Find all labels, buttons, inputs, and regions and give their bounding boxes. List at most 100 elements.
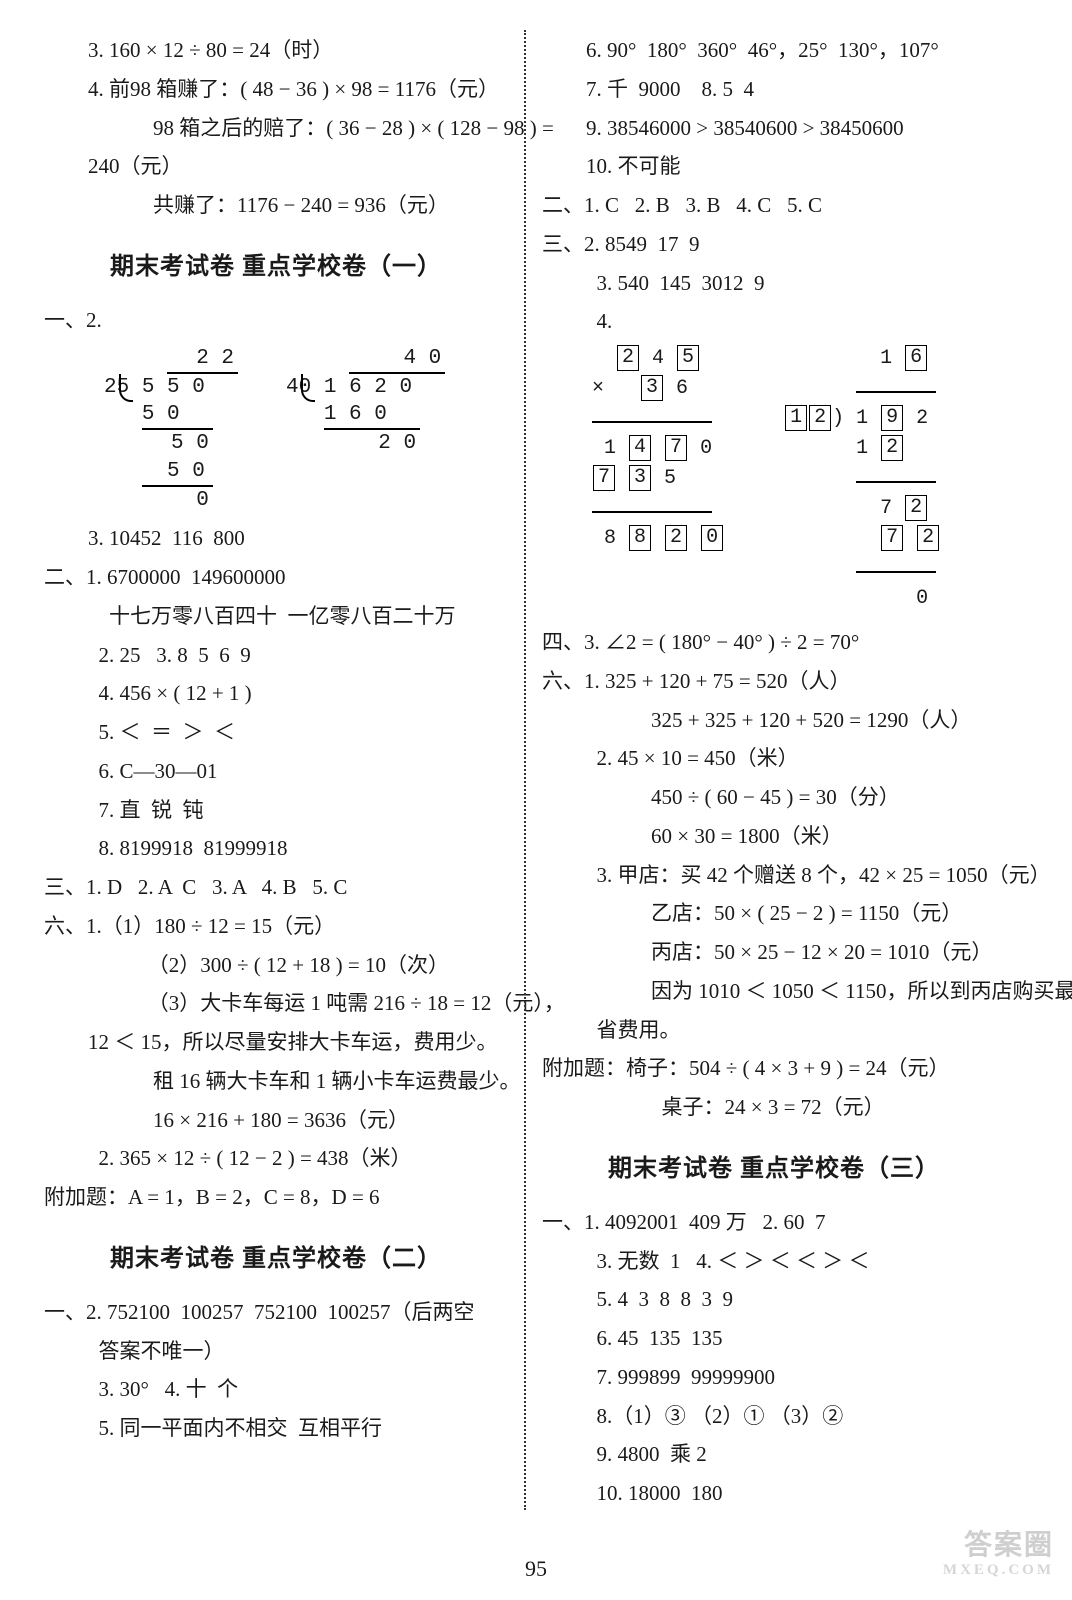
text-line: 450 ÷ ( 60 − 45 ) = 30（分） <box>542 779 1006 816</box>
digit-box: 2 <box>905 495 927 521</box>
section-title: 期末考试卷 重点学校卷（一） <box>44 246 508 288</box>
step: 1 6 0 <box>324 403 387 426</box>
text-line: 7. 999899 99999900 <box>542 1359 1006 1396</box>
column-divider <box>524 30 526 1510</box>
digit: 0 <box>916 587 928 610</box>
text-line: 丙店：50 × 25 − 12 × 20 = 1010（元） <box>542 934 1006 971</box>
text-line: 10. 不可能 <box>542 148 1006 185</box>
remainder: 5 0 <box>142 428 213 457</box>
problem-label: 一、2. <box>44 302 508 339</box>
step: 5 0 <box>142 403 180 426</box>
text-line: 六、1. 325 + 120 + 75 = 520（人） <box>542 663 1006 700</box>
digit-box: 4 <box>629 435 651 461</box>
text-line: 98 箱之后的赔了：( 36 − 28 ) × ( 128 − 98 ) = <box>44 110 508 147</box>
digit-box: 7 <box>593 465 615 491</box>
text-line: （3）大卡车每运 1 吨需 216 ÷ 18 = 12（元）， <box>44 985 508 1022</box>
text-line: 答案不唯一） <box>44 1333 508 1370</box>
watermark: 答案圈 MXEQ.COM <box>943 1531 1054 1578</box>
text-line: 7. 千 9000 8. 5 4 <box>542 71 1006 108</box>
digit: 0 <box>700 437 712 460</box>
text-line: 16 × 216 + 180 = 3636（元） <box>44 1102 508 1139</box>
digit-box: 2 <box>617 345 639 371</box>
dividend: 5 5 0 <box>142 376 205 399</box>
text-line: 附加题：椅子：504 ÷ ( 4 × 3 + 9 ) = 24（元） <box>542 1050 1006 1087</box>
step: 5 0 <box>142 460 205 483</box>
digit-box: 3 <box>641 375 663 401</box>
text-line: 乙店：50 × ( 25 − 2 ) = 1150（元） <box>542 895 1006 932</box>
text-line: 一、1. 4092001 409 万 2. 60 7 <box>542 1204 1006 1241</box>
digit: 5 <box>664 467 676 490</box>
text-line: 二、1. C 2. B 3. B 4. C 5. C <box>542 187 1006 224</box>
text-line: 十七万零八百四十 一亿零八百二十万 <box>44 598 508 635</box>
text-line: 3. 无数 1 4. ＜ ＞ ＜ ＜ ＞ ＜ <box>542 1243 1006 1280</box>
text-line: 4. 456 × ( 12 + 1 ) <box>44 675 508 712</box>
left-column: 3. 160 × 12 ÷ 80 = 24（时） 4. 前98 箱赚了：( 48… <box>44 30 522 1510</box>
remainder: 0 <box>142 485 213 514</box>
text-line: 租 16 辆大卡车和 1 辆小卡车运费最少。 <box>44 1063 508 1100</box>
digit: 6 <box>676 377 688 400</box>
digit-box: 1 <box>785 405 807 431</box>
text-line: 三、1. D 2. A C 3. A 4. B 5. C <box>44 869 508 906</box>
text-line: 3. 10452 116 800 <box>44 520 508 557</box>
text-line: 9. 4800 乘 2 <box>542 1436 1006 1473</box>
text-line: 3. 甲店：买 42 个赠送 8 个，42 × 25 = 1050（元） <box>542 857 1006 894</box>
digit: 2 <box>916 407 928 430</box>
digit-box: 5 <box>677 345 699 371</box>
digit: 1 <box>604 437 616 460</box>
operator: × <box>592 377 604 400</box>
digit-box: 7 <box>665 435 687 461</box>
watermark-text: 答案圈 <box>943 1531 1054 1562</box>
digit-box: 8 <box>629 525 651 551</box>
text-line: 一、2. 752100 100257 752100 100257（后两空 <box>44 1294 508 1331</box>
text-line: 9. 38546000 > 38540600 > 38450600 <box>542 110 1006 147</box>
text-line: 2. 365 × 12 ÷ ( 12 − 2 ) = 438（米） <box>44 1140 508 1177</box>
digit-box: 3 <box>629 465 651 491</box>
remainder: 2 0 <box>324 428 420 457</box>
text-line: 7. 直 锐 钝 <box>44 792 508 829</box>
text-line: 共赚了：1176 − 240 = 936（元） <box>44 187 508 224</box>
digit-box: 2 <box>917 525 939 551</box>
long-division-1: 2 2 25 5 5 0 5 0 5 0 5 0 0 <box>104 345 238 515</box>
digit: 7 <box>880 497 892 520</box>
text-line: （2）300 ÷ ( 12 + 18 ) = 10（次） <box>44 947 508 984</box>
text-line: 5. 同一平面内不相交 互相平行 <box>44 1410 508 1447</box>
text-line: 省费用。 <box>542 1012 1006 1049</box>
text-line: 三、2. 8549 17 9 <box>542 226 1006 263</box>
text-line: 4. 前98 箱赚了：( 48 − 36 ) × 98 = 1176（元） <box>44 71 508 108</box>
boxed-calculations: 2 4 5 × 3 6 1 4 7 0 7 3 5 8 8 2 0 1 6 12… <box>542 344 1006 614</box>
text-line: 附加题：A = 1，B = 2，C = 8，D = 6 <box>44 1179 508 1216</box>
text-line: 4. <box>542 303 1006 340</box>
quotient: 4 0 <box>349 345 445 374</box>
text-line: 6. 90° 180° 360° 46°，25° 130°，107° <box>542 32 1006 69</box>
text-line: 3. 30° 4. 十 个 <box>44 1371 508 1408</box>
text-line: 四、3. ∠2 = ( 180° − 40° ) ÷ 2 = 70° <box>542 624 1006 661</box>
boxed-division: 1 6 12) 1 9 2 1 2 7 2 7 2 0 <box>784 344 940 614</box>
digit-box: 2 <box>809 405 831 431</box>
page-number: 95 <box>0 1556 1072 1582</box>
long-division-2: 4 0 40 1 6 2 0 1 6 0 2 0 <box>286 345 445 515</box>
digit-box: 7 <box>881 525 903 551</box>
text-line: 325 + 325 + 120 + 520 = 1290（人） <box>542 702 1006 739</box>
long-division-group: 2 2 25 5 5 0 5 0 5 0 5 0 0 4 0 40 1 6 2 … <box>44 345 508 515</box>
boxed-multiplication: 2 4 5 × 3 6 1 4 7 0 7 3 5 8 8 2 0 <box>592 344 724 614</box>
text-line: 桌子：24 × 3 = 72（元） <box>542 1089 1006 1126</box>
text-line: 2. 25 3. 8 5 6 9 <box>44 637 508 674</box>
section-title: 期末考试卷 重点学校卷（三） <box>542 1148 1006 1190</box>
text-line: 8. 8199918 81999918 <box>44 830 508 867</box>
page: 3. 160 × 12 ÷ 80 = 24（时） 4. 前98 箱赚了：( 48… <box>0 0 1072 1600</box>
text-line: 10. 18000 180 <box>542 1475 1006 1512</box>
text-line: 2. 45 × 10 = 450（米） <box>542 740 1006 777</box>
quotient: 2 2 <box>167 345 238 374</box>
digit: 8 <box>604 527 616 550</box>
digit-box: 9 <box>881 405 903 431</box>
text-line: 60 × 30 = 1800（米） <box>542 818 1006 855</box>
digit-box: 6 <box>905 345 927 371</box>
section-title: 期末考试卷 重点学校卷（二） <box>44 1238 508 1280</box>
text-line: 二、1. 6700000 149600000 <box>44 559 508 596</box>
text-line: 因为 1010 ＜ 1050 ＜ 1150，所以到丙店购买最 <box>542 973 1006 1010</box>
text-line: 3. 540 145 3012 9 <box>542 265 1006 302</box>
text-line: 3. 160 × 12 ÷ 80 = 24（时） <box>44 32 508 69</box>
text-line: 240（元） <box>44 148 508 185</box>
text-line: 6. 45 135 135 <box>542 1320 1006 1357</box>
digit-box: 0 <box>701 525 723 551</box>
